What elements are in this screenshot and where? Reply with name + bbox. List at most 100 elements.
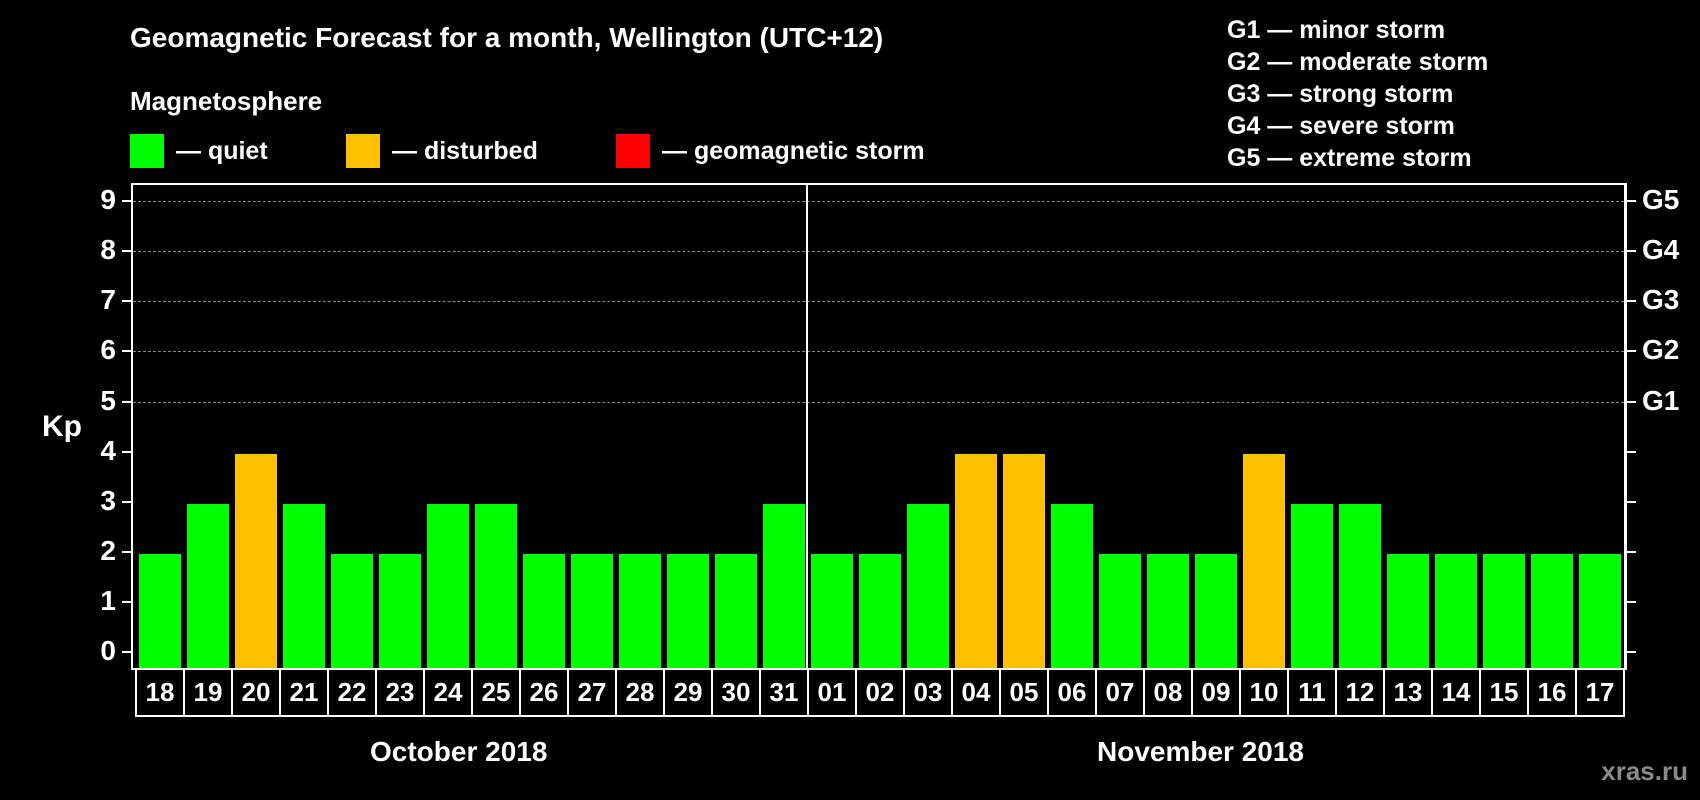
g2-legend: G2 — moderate storm bbox=[1227, 48, 1489, 76]
legend-title: Magnetosphere bbox=[130, 86, 323, 116]
kp-bar bbox=[139, 553, 181, 668]
day-label: 08 bbox=[1145, 669, 1193, 715]
y-tick-right bbox=[1627, 550, 1636, 553]
day-label: 05 bbox=[1001, 669, 1049, 715]
day-label: 28 bbox=[617, 669, 665, 715]
y-tick-label: 0 bbox=[100, 635, 116, 666]
day-label: 11 bbox=[1289, 669, 1337, 715]
day-label: 23 bbox=[377, 669, 425, 715]
day-label: 24 bbox=[425, 669, 473, 715]
kp-bar bbox=[1099, 553, 1141, 668]
chart-title: Geomagnetic Forecast for a month, Wellin… bbox=[130, 22, 884, 53]
gridline bbox=[133, 401, 1624, 403]
day-labels: 18 19 20 21 22 23 24 25 26 27 28 29 30 31 01 02 03 04 05 06… bbox=[135, 669, 1625, 717]
quiet-swatch bbox=[130, 134, 164, 168]
kp-bar bbox=[1051, 503, 1093, 668]
day-label: 18 bbox=[137, 669, 185, 715]
kp-bar bbox=[763, 503, 805, 668]
kp-bar bbox=[1291, 503, 1333, 668]
day-label: 12 bbox=[1337, 669, 1385, 715]
disturbed-swatch bbox=[346, 134, 380, 168]
day-label: 21 bbox=[281, 669, 329, 715]
day-label: 17 bbox=[1585, 677, 1615, 707]
day-label: 29 bbox=[665, 669, 713, 715]
day-label: 15 bbox=[1481, 669, 1529, 715]
month-label-october: October 2018 bbox=[370, 736, 548, 767]
y-tick-right bbox=[1627, 651, 1636, 653]
kp-bar bbox=[475, 503, 517, 668]
kp-bar bbox=[667, 553, 709, 668]
g-scale-legend: G1 — minor storm G2 — moderate storm G3 … bbox=[1227, 14, 1488, 174]
kp-bar bbox=[1147, 553, 1189, 668]
day-label: 09 bbox=[1193, 669, 1241, 715]
legend-label: — quiet bbox=[176, 136, 268, 165]
day-label: 19 bbox=[185, 669, 233, 715]
gridline bbox=[133, 251, 1624, 253]
day-label: 03 bbox=[905, 669, 953, 715]
g4-legend: G4 — severe storm bbox=[1227, 112, 1455, 140]
day-label: 01 bbox=[809, 669, 857, 715]
y-tick-right bbox=[1627, 400, 1636, 403]
legend-quiet: — quiet bbox=[130, 134, 268, 168]
y-tick-label: 4 bbox=[100, 434, 116, 466]
kp-bar bbox=[187, 503, 229, 668]
y-tick bbox=[122, 651, 131, 653]
kp-bar bbox=[235, 453, 277, 668]
gridline bbox=[133, 201, 1624, 203]
month-divider bbox=[806, 185, 808, 668]
day-label: 06 bbox=[1049, 669, 1097, 715]
day-label: 25 bbox=[473, 669, 521, 715]
g-level-label: G5 bbox=[1642, 184, 1680, 216]
kp-bar bbox=[811, 553, 853, 668]
y-tick-label: 2 bbox=[100, 534, 116, 566]
kp-bar bbox=[1339, 503, 1381, 668]
plot-area bbox=[131, 183, 1627, 670]
y-tick bbox=[122, 550, 131, 553]
gridline bbox=[133, 351, 1624, 353]
day-label: 20 bbox=[233, 669, 281, 715]
g5-legend: G5 — extreme storm bbox=[1227, 144, 1472, 172]
kp-bar bbox=[379, 553, 421, 668]
y-tick bbox=[122, 600, 131, 603]
kp-bar bbox=[955, 453, 997, 668]
kp-bar bbox=[427, 503, 469, 668]
y-axis-label: Kp bbox=[42, 410, 82, 443]
y-tick-right bbox=[1627, 350, 1636, 353]
day-label: 16 bbox=[1529, 669, 1577, 715]
day-label: 26 bbox=[521, 669, 569, 715]
day-label: 22 bbox=[329, 669, 377, 715]
y-tick-label: 5 bbox=[100, 384, 116, 416]
kp-bar bbox=[1531, 553, 1573, 668]
kp-bar bbox=[1435, 553, 1477, 668]
y-tick-label: 3 bbox=[100, 484, 116, 516]
day-label: 04 bbox=[953, 669, 1001, 715]
g-level-label: G2 bbox=[1642, 334, 1680, 366]
kp-bar bbox=[1579, 553, 1621, 668]
g3-legend: G3 — strong storm bbox=[1227, 80, 1454, 108]
y-tick-right bbox=[1627, 600, 1636, 603]
day-label: 31 bbox=[761, 669, 809, 715]
y-tick-right bbox=[1627, 450, 1636, 453]
y-tick bbox=[122, 200, 131, 203]
y-tick bbox=[122, 500, 131, 503]
kp-bar bbox=[619, 553, 661, 668]
kp-bar bbox=[331, 553, 373, 668]
y-tick-label: 6 bbox=[100, 334, 116, 366]
y-tick bbox=[122, 350, 131, 353]
day-label: 10 bbox=[1241, 669, 1289, 715]
day-label: 13 bbox=[1385, 669, 1433, 715]
kp-bar bbox=[907, 503, 949, 668]
day-label: 07 bbox=[1097, 669, 1145, 715]
month-label-november: November 2018 bbox=[1097, 736, 1305, 767]
y-tick bbox=[122, 450, 131, 453]
y-tick-label: 1 bbox=[100, 584, 116, 616]
kp-bar bbox=[523, 553, 565, 668]
y-tick-right bbox=[1627, 250, 1636, 253]
y-tick-right bbox=[1627, 500, 1636, 503]
g-level-label: G3 bbox=[1642, 284, 1680, 316]
day-label: 14 bbox=[1433, 669, 1481, 715]
kp-bar bbox=[1483, 553, 1525, 668]
y-tick-label: 9 bbox=[100, 184, 116, 216]
y-tick bbox=[122, 250, 131, 253]
legend-disturbed: — disturbed bbox=[346, 134, 538, 168]
